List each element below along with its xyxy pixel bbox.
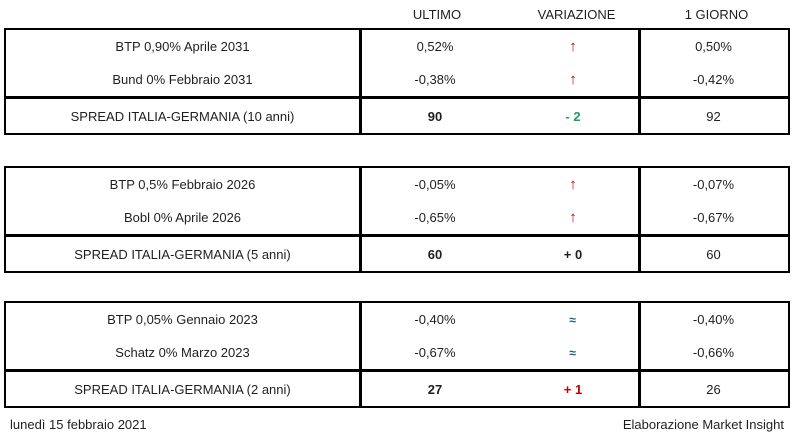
up-arrow-icon: ↑ xyxy=(508,63,641,96)
approx-icon: ≈ xyxy=(508,336,641,369)
spread-label: SPREAD ITALIA-GERMANIA (10 anni) xyxy=(6,99,362,133)
bond-label: Bund 0% Febbraio 2031 xyxy=(6,63,362,96)
table-5-anni: BTP 0,5% Febbraio 2026 -0,05% ↑ -0,07% B… xyxy=(4,166,790,273)
bond-label: BTP 0,05% Gennaio 2023 xyxy=(6,303,362,336)
report-credit: Elaborazione Market Insight xyxy=(622,417,784,432)
bond-label: BTP 0,5% Febbraio 2026 xyxy=(6,168,362,201)
giorno-value: -0,67% xyxy=(692,210,735,225)
spread-row-10-anni: SPREAD ITALIA-GERMANIA (10 anni) 90 - 2 … xyxy=(6,96,788,133)
bond-label: Bobl 0% Aprile 2026 xyxy=(6,201,362,234)
ultimo-value: 0,52% xyxy=(416,39,454,54)
ultimo-value: -0,38% xyxy=(414,72,456,87)
spread-ultimo-value: 90 xyxy=(427,108,443,124)
table-row-bund-2031: Bund 0% Febbraio 2031 -0,38% ↑ -0,42% xyxy=(6,63,788,96)
giorno-value: 0,50% xyxy=(695,39,732,54)
ultimo-value: -0,40% xyxy=(414,312,456,327)
up-arrow-icon: ↑ xyxy=(508,30,641,63)
spread-ultimo-value: 60 xyxy=(427,246,443,262)
up-arrow-icon: ↑ xyxy=(508,201,641,234)
column-header-variazione: VARIAZIONE xyxy=(537,6,616,22)
approx-icon: ≈ xyxy=(508,303,641,336)
spread-change-value: - 2 xyxy=(508,99,641,133)
spread-label: SPREAD ITALIA-GERMANIA (2 anni) xyxy=(6,372,362,406)
footer: lunedì 15 febbraio 2021 Elaborazione Mar… xyxy=(4,417,790,432)
ultimo-value: -0,67% xyxy=(414,345,456,360)
spread-giorno-value: 92 xyxy=(706,108,721,124)
spread-row-5-anni: SPREAD ITALIA-GERMANIA (5 anni) 60 + 0 6… xyxy=(6,234,788,271)
spread-label: SPREAD ITALIA-GERMANIA (5 anni) xyxy=(6,237,362,271)
bond-label: Schatz 0% Marzo 2023 xyxy=(6,336,362,369)
giorno-value: -0,07% xyxy=(692,177,735,192)
table-row-schatz-2023: Schatz 0% Marzo 2023 -0,67% ≈ -0,66% xyxy=(6,336,788,369)
spread-change-value: + 1 xyxy=(508,372,641,406)
giorno-value: -0,40% xyxy=(692,312,735,327)
spread-giorno-value: 60 xyxy=(706,246,721,262)
table-2-anni: BTP 0,05% Gennaio 2023 -0,40% ≈ -0,40% S… xyxy=(4,301,790,408)
giorno-value: -0,42% xyxy=(692,72,735,87)
spread-change-value: + 0 xyxy=(508,237,641,271)
table-row-btp-2031: BTP 0,90% Aprile 2031 0,52% ↑ 0,50% xyxy=(6,30,788,63)
up-arrow-icon: ↑ xyxy=(508,168,641,201)
spread-giorno-value: 26 xyxy=(706,381,721,397)
table-10-anni: BTP 0,90% Aprile 2031 0,52% ↑ 0,50% Bund… xyxy=(4,28,790,135)
report-date: lunedì 15 febbraio 2021 xyxy=(10,417,147,432)
column-header-ultimo: ULTIMO xyxy=(412,6,462,22)
ultimo-value: -0,65% xyxy=(414,210,456,225)
column-header-row: ULTIMO VARIAZIONE 1 GIORNO xyxy=(4,0,790,28)
column-header-1giorno: 1 GIORNO xyxy=(684,6,749,22)
bond-label: BTP 0,90% Aprile 2031 xyxy=(6,30,362,63)
table-row-btp-2023: BTP 0,05% Gennaio 2023 -0,40% ≈ -0,40% xyxy=(6,303,788,336)
giorno-value: -0,66% xyxy=(692,345,735,360)
table-row-bobl-2026: Bobl 0% Aprile 2026 -0,65% ↑ -0,67% xyxy=(6,201,788,234)
spread-ultimo-value: 27 xyxy=(427,381,443,397)
spread-row-2-anni: SPREAD ITALIA-GERMANIA (2 anni) 27 + 1 2… xyxy=(6,369,788,406)
table-row-btp-2026: BTP 0,5% Febbraio 2026 -0,05% ↑ -0,07% xyxy=(6,168,788,201)
ultimo-value: -0,05% xyxy=(414,177,456,192)
